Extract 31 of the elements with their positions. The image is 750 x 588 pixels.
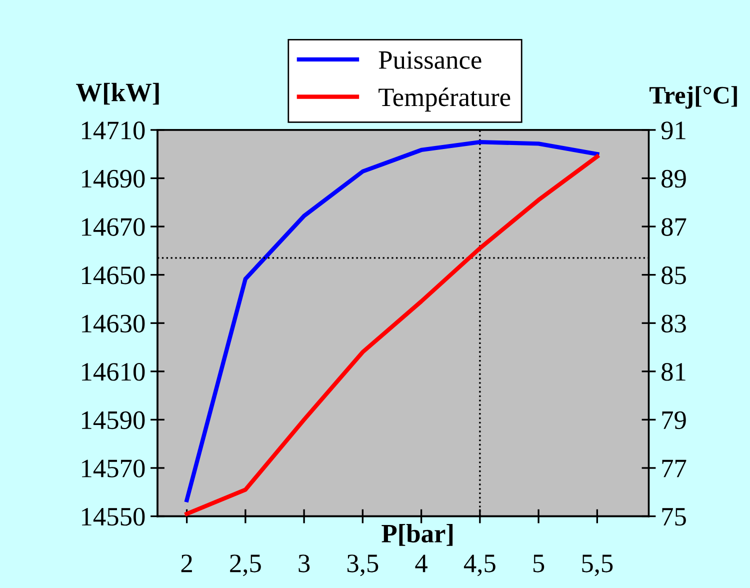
y-tick-label: 14610: [82, 363, 145, 381]
x-tick-label: 5: [533, 554, 544, 572]
legend-label: Puissance: [378, 51, 482, 69]
y2-axis-title: Trej[°C]: [650, 86, 737, 109]
y-tick-label: 14710: [82, 122, 145, 140]
x-tick-label: 2: [181, 554, 192, 572]
y2-tick-label: 83: [662, 314, 686, 333]
x-tick-label: 4: [415, 554, 428, 572]
x-tick-label: 2,5: [230, 554, 261, 576]
y-tick-label: 14690: [82, 170, 145, 188]
y2-tick-label: 91: [661, 122, 686, 140]
y2-tick-label: 77: [662, 460, 686, 478]
x-tick-label: 5,5: [582, 554, 613, 576]
x-axis-title: P[bar]: [382, 524, 453, 546]
y-tick-label: 14630: [82, 314, 145, 333]
y-tick-label: 14650: [82, 266, 145, 284]
y2-tick-label: 79: [662, 411, 686, 430]
y-tick-label: 14670: [82, 218, 145, 236]
y-tick-label: 14570: [82, 460, 145, 478]
x-tick-label: 4,5: [464, 554, 496, 576]
y2-tick-label: 89: [662, 170, 686, 188]
y2-tick-label: 81: [662, 363, 686, 381]
y2-tick-label: 87: [662, 218, 686, 236]
legend-label: Température: [378, 88, 510, 112]
y-tick-label: 14550: [82, 508, 145, 526]
x-tick-label: 3,5: [347, 554, 378, 576]
y-tick-label: 14590: [82, 411, 145, 430]
y-axis-title: W[kW]: [76, 82, 159, 105]
x-tick-label: 3: [298, 554, 310, 572]
y2-tick-label: 85: [662, 266, 686, 284]
y2-tick-label: 75: [662, 508, 686, 526]
